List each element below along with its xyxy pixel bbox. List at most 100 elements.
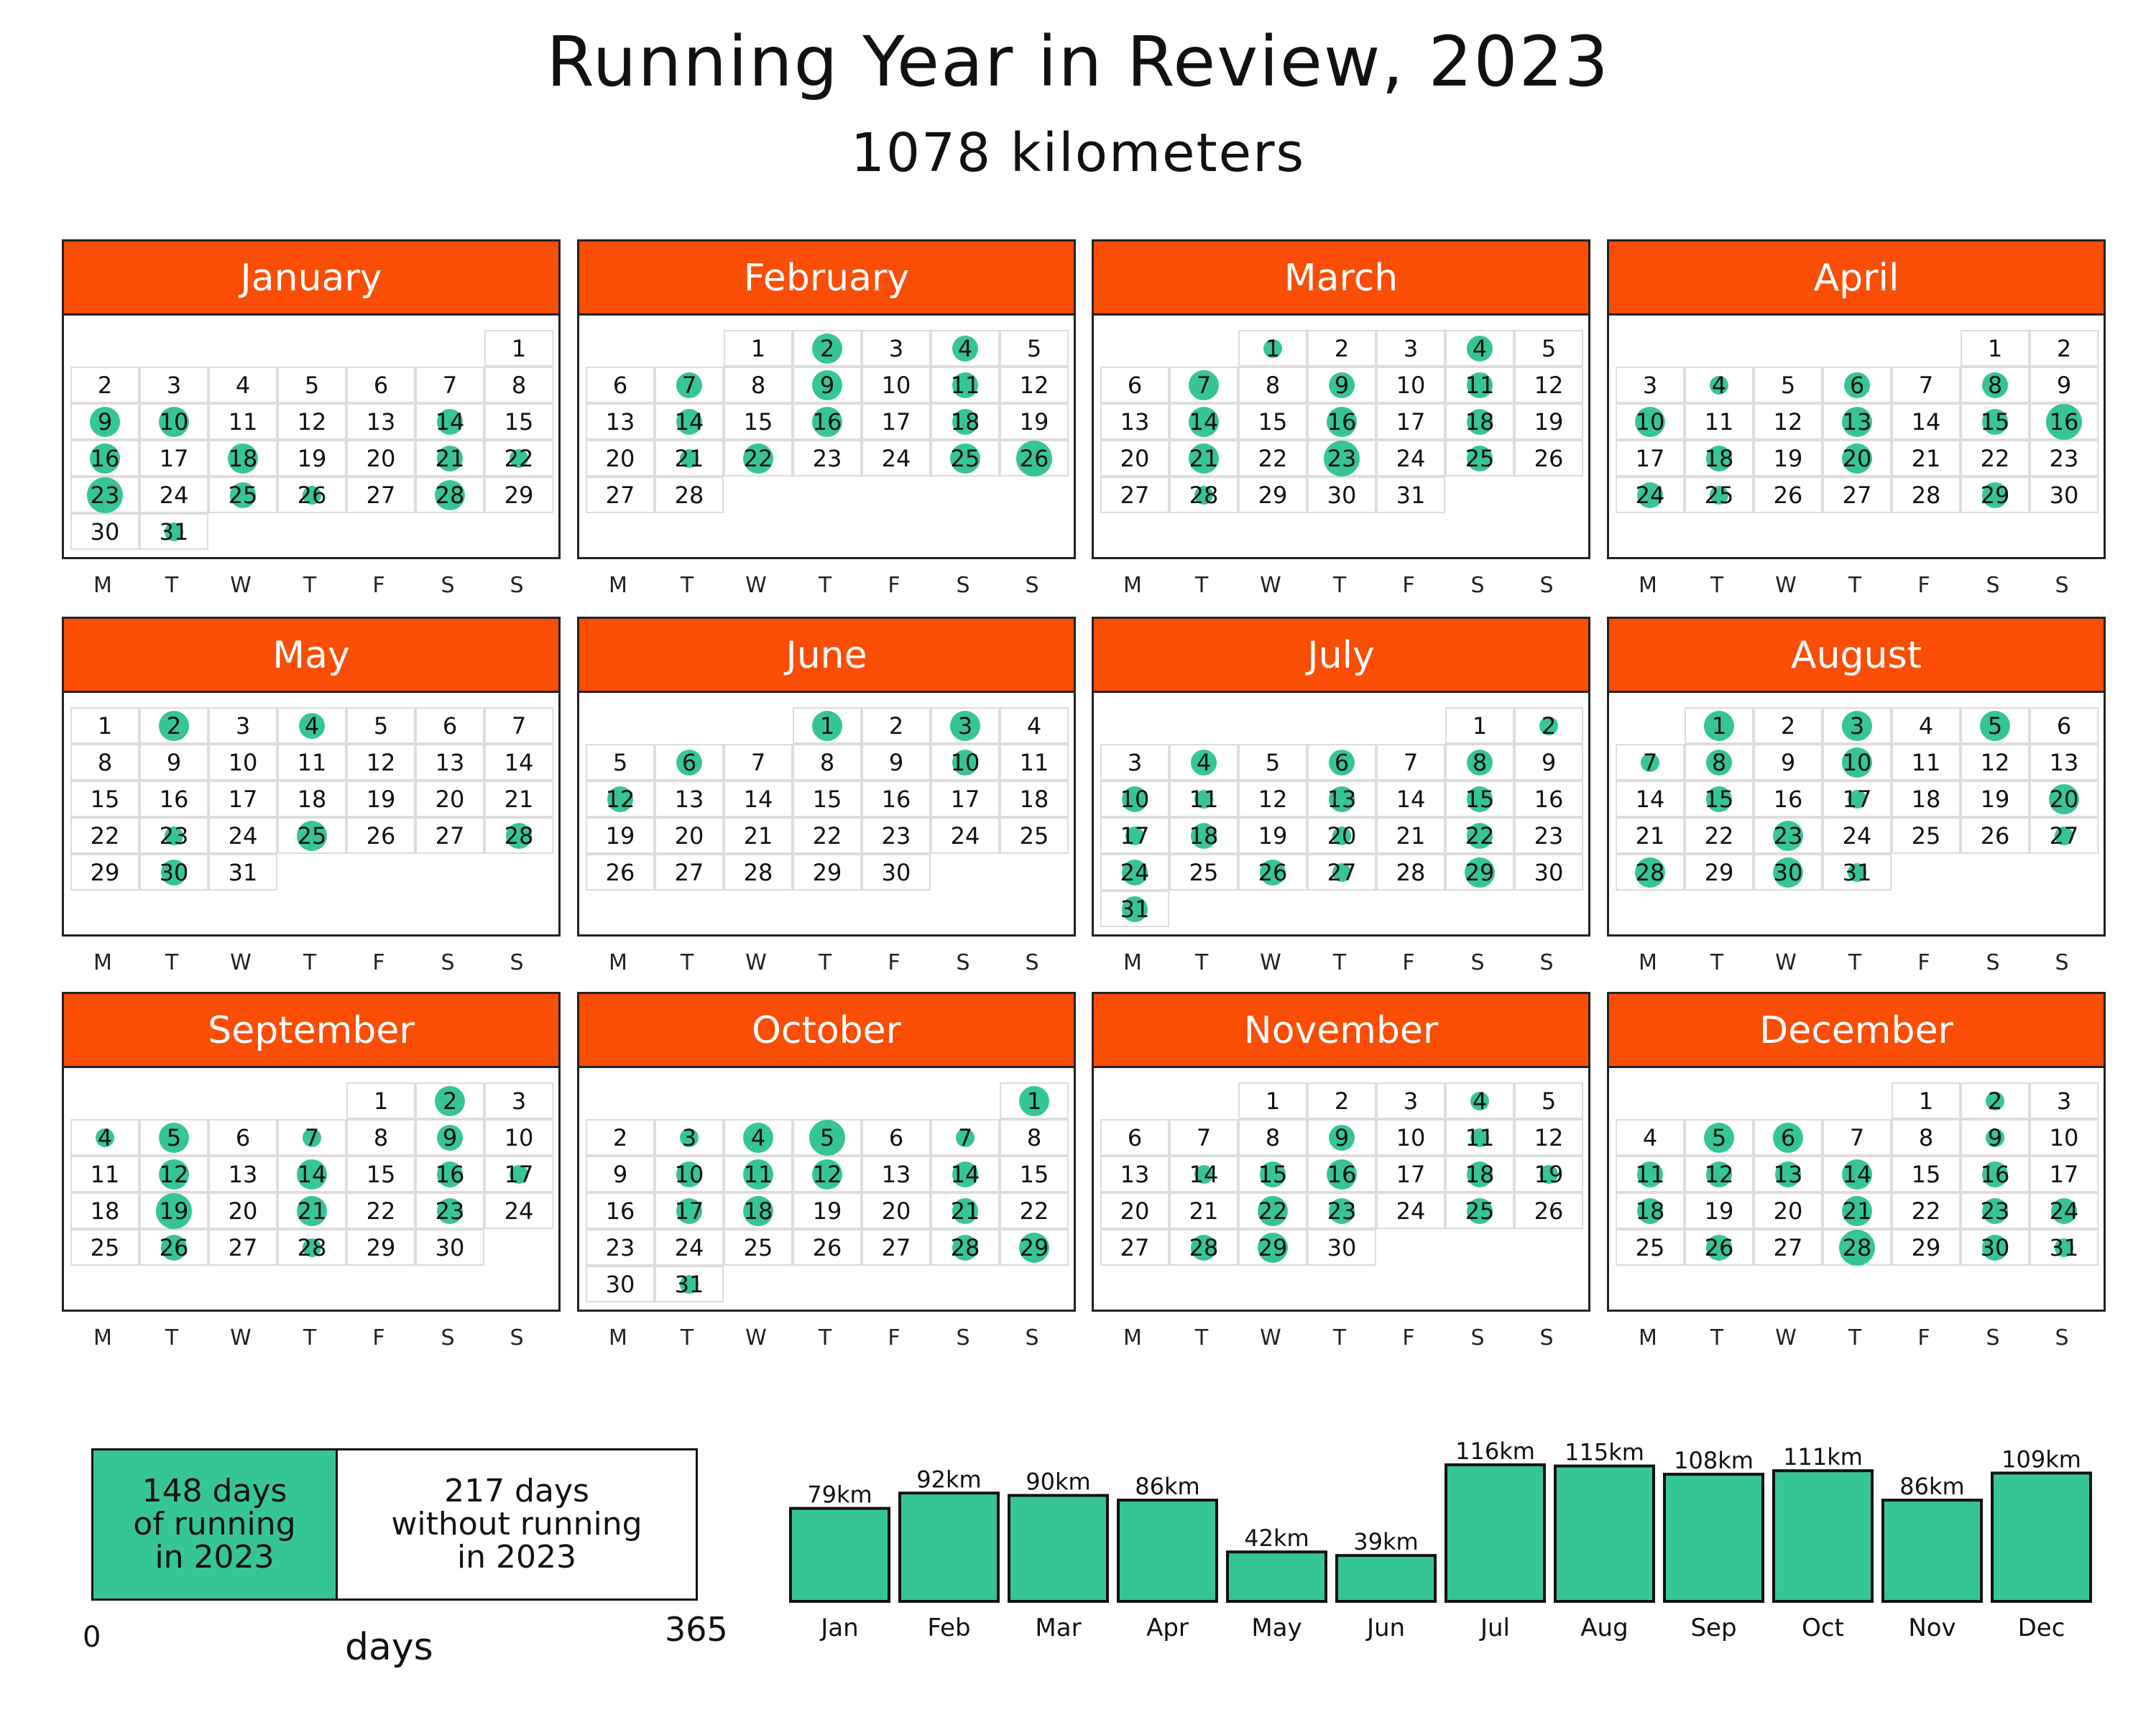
day-cell: 22 <box>1445 817 1514 854</box>
day-number: 16 <box>1327 1160 1357 1188</box>
km-month-label: Oct <box>1802 1614 1844 1642</box>
day-number: 26 <box>159 1233 189 1261</box>
month-panel: March 1 2 3 4 5 6 7 8 9 10 11 12 13 14 15 16 17 18 19 20 21 22… <box>1092 239 1590 559</box>
run-marker <box>1982 482 2008 508</box>
day-cell: 21 <box>1376 817 1445 854</box>
day-cell: 29 <box>1238 1229 1307 1266</box>
day-cell: 7 <box>1169 1119 1238 1156</box>
day-number: 7 <box>511 712 527 740</box>
weekday-label: W <box>745 950 767 975</box>
day-number: 8 <box>1918 1123 1934 1151</box>
day-number: 18 <box>1911 785 1941 813</box>
day-cell: 14 <box>1376 781 1445 817</box>
day-number: 16 <box>812 408 842 436</box>
day-number: 25 <box>743 1233 773 1261</box>
run-marker <box>230 482 256 508</box>
day-cell: 27 <box>655 854 724 891</box>
run-marker <box>1189 369 1219 400</box>
run-marker <box>1467 1161 1493 1187</box>
day-cell: 8 <box>1445 744 1514 781</box>
run-marker <box>161 1234 187 1261</box>
day-cell: 8 <box>484 367 553 403</box>
day-cell: 14 <box>415 403 484 440</box>
day-cell: 24 <box>139 477 208 513</box>
day-cell: 15 <box>1000 1156 1069 1192</box>
day-number: 23 <box>1327 444 1357 472</box>
km-value-label: 109km <box>2001 1445 2081 1473</box>
weekday-label: W <box>745 573 767 598</box>
run-marker <box>437 408 463 435</box>
day-cell: 20 <box>862 1192 931 1229</box>
day-cell: 15 <box>1685 781 1754 817</box>
day-cell: 24 <box>1616 477 1685 513</box>
day-number: 6 <box>1780 1123 1796 1151</box>
day-cell: 23 <box>1307 1192 1376 1229</box>
day-cell: 22 <box>484 440 553 477</box>
day-number: 26 <box>1534 1197 1564 1225</box>
day-cell: 19 <box>1514 403 1583 440</box>
day-cell: 26 <box>277 477 346 513</box>
run-marker <box>159 710 189 741</box>
day-number: 23 <box>435 1197 465 1225</box>
day-number: 5 <box>1541 1087 1557 1115</box>
day-number: 9 <box>1780 748 1796 776</box>
weekday-label: S <box>956 573 970 598</box>
day-cell: 19 <box>793 1192 862 1229</box>
day-number: 20 <box>366 444 396 472</box>
run-marker <box>1122 859 1148 886</box>
day-number: 9 <box>1987 1123 2003 1151</box>
day-number: 10 <box>159 408 189 436</box>
day-number: 15 <box>90 785 120 813</box>
run-marker <box>303 1128 321 1147</box>
km-bar-oct <box>1772 1469 1874 1603</box>
day-number: 22 <box>1465 822 1495 850</box>
day-number: 4 <box>957 334 973 362</box>
day-number: 31 <box>1396 481 1426 509</box>
km-bar-feb <box>898 1491 1000 1603</box>
weekday-label: T <box>818 1325 832 1351</box>
day-number: 7 <box>681 371 697 399</box>
day-number: 22 <box>366 1197 396 1225</box>
day-number: 5 <box>819 1123 835 1151</box>
day-number: 2 <box>819 334 835 362</box>
day-number: 5 <box>166 1123 182 1151</box>
day-number: 27 <box>435 822 465 850</box>
day-cell: 20 <box>1823 440 1892 477</box>
day-number: 24 <box>674 1233 704 1261</box>
month-october: October 1 2 3 4 5 6 7 8 9 10 11 12 13 14 15 16 17 18 19 20 21… <box>577 992 1076 1380</box>
day-number: 7 <box>957 1123 973 1151</box>
day-number: 9 <box>819 371 835 399</box>
day-cell: 2 <box>586 1119 655 1156</box>
day-cell: 3 <box>862 330 931 367</box>
km-value-label: 115km <box>1565 1439 1644 1466</box>
day-number: 4 <box>1472 1087 1488 1115</box>
day-cell: 2 <box>862 707 931 744</box>
day-number: 7 <box>1403 748 1419 776</box>
day-cell: 9 <box>1961 1119 2030 1156</box>
day-number: 22 <box>1258 444 1288 472</box>
day-cell: 30 <box>1961 1229 2030 1266</box>
day-number: 29 <box>1465 858 1495 886</box>
day-number: 18 <box>297 785 327 813</box>
weekday-label: S <box>2055 573 2069 598</box>
weekday-label: S <box>2055 950 2069 975</box>
day-number: 26 <box>1534 444 1564 472</box>
day-cell: 29 <box>793 854 862 891</box>
day-number: 29 <box>1258 481 1288 509</box>
day-cell: 17 <box>208 781 277 817</box>
day-number: 19 <box>812 1197 842 1225</box>
run-marker <box>1706 1234 1732 1261</box>
day-cell: 26 <box>586 854 655 891</box>
km-month-label: Jul <box>1479 1614 1510 1642</box>
weekday-label: T <box>1710 573 1724 598</box>
month-panel: October 1 2 3 4 5 6 7 8 9 10 11 12 13 14 15 16 17 18 19 20 21… <box>577 992 1076 1312</box>
day-number: 25 <box>1465 444 1495 472</box>
run-marker <box>1189 406 1219 437</box>
run-marker <box>159 1122 189 1153</box>
day-number: 23 <box>90 481 120 509</box>
run-marker <box>297 820 327 851</box>
weekday-label: T <box>680 950 694 975</box>
day-cell: 29 <box>1685 854 1754 891</box>
run-marker <box>437 445 463 472</box>
weekday-label: W <box>1260 573 1281 598</box>
